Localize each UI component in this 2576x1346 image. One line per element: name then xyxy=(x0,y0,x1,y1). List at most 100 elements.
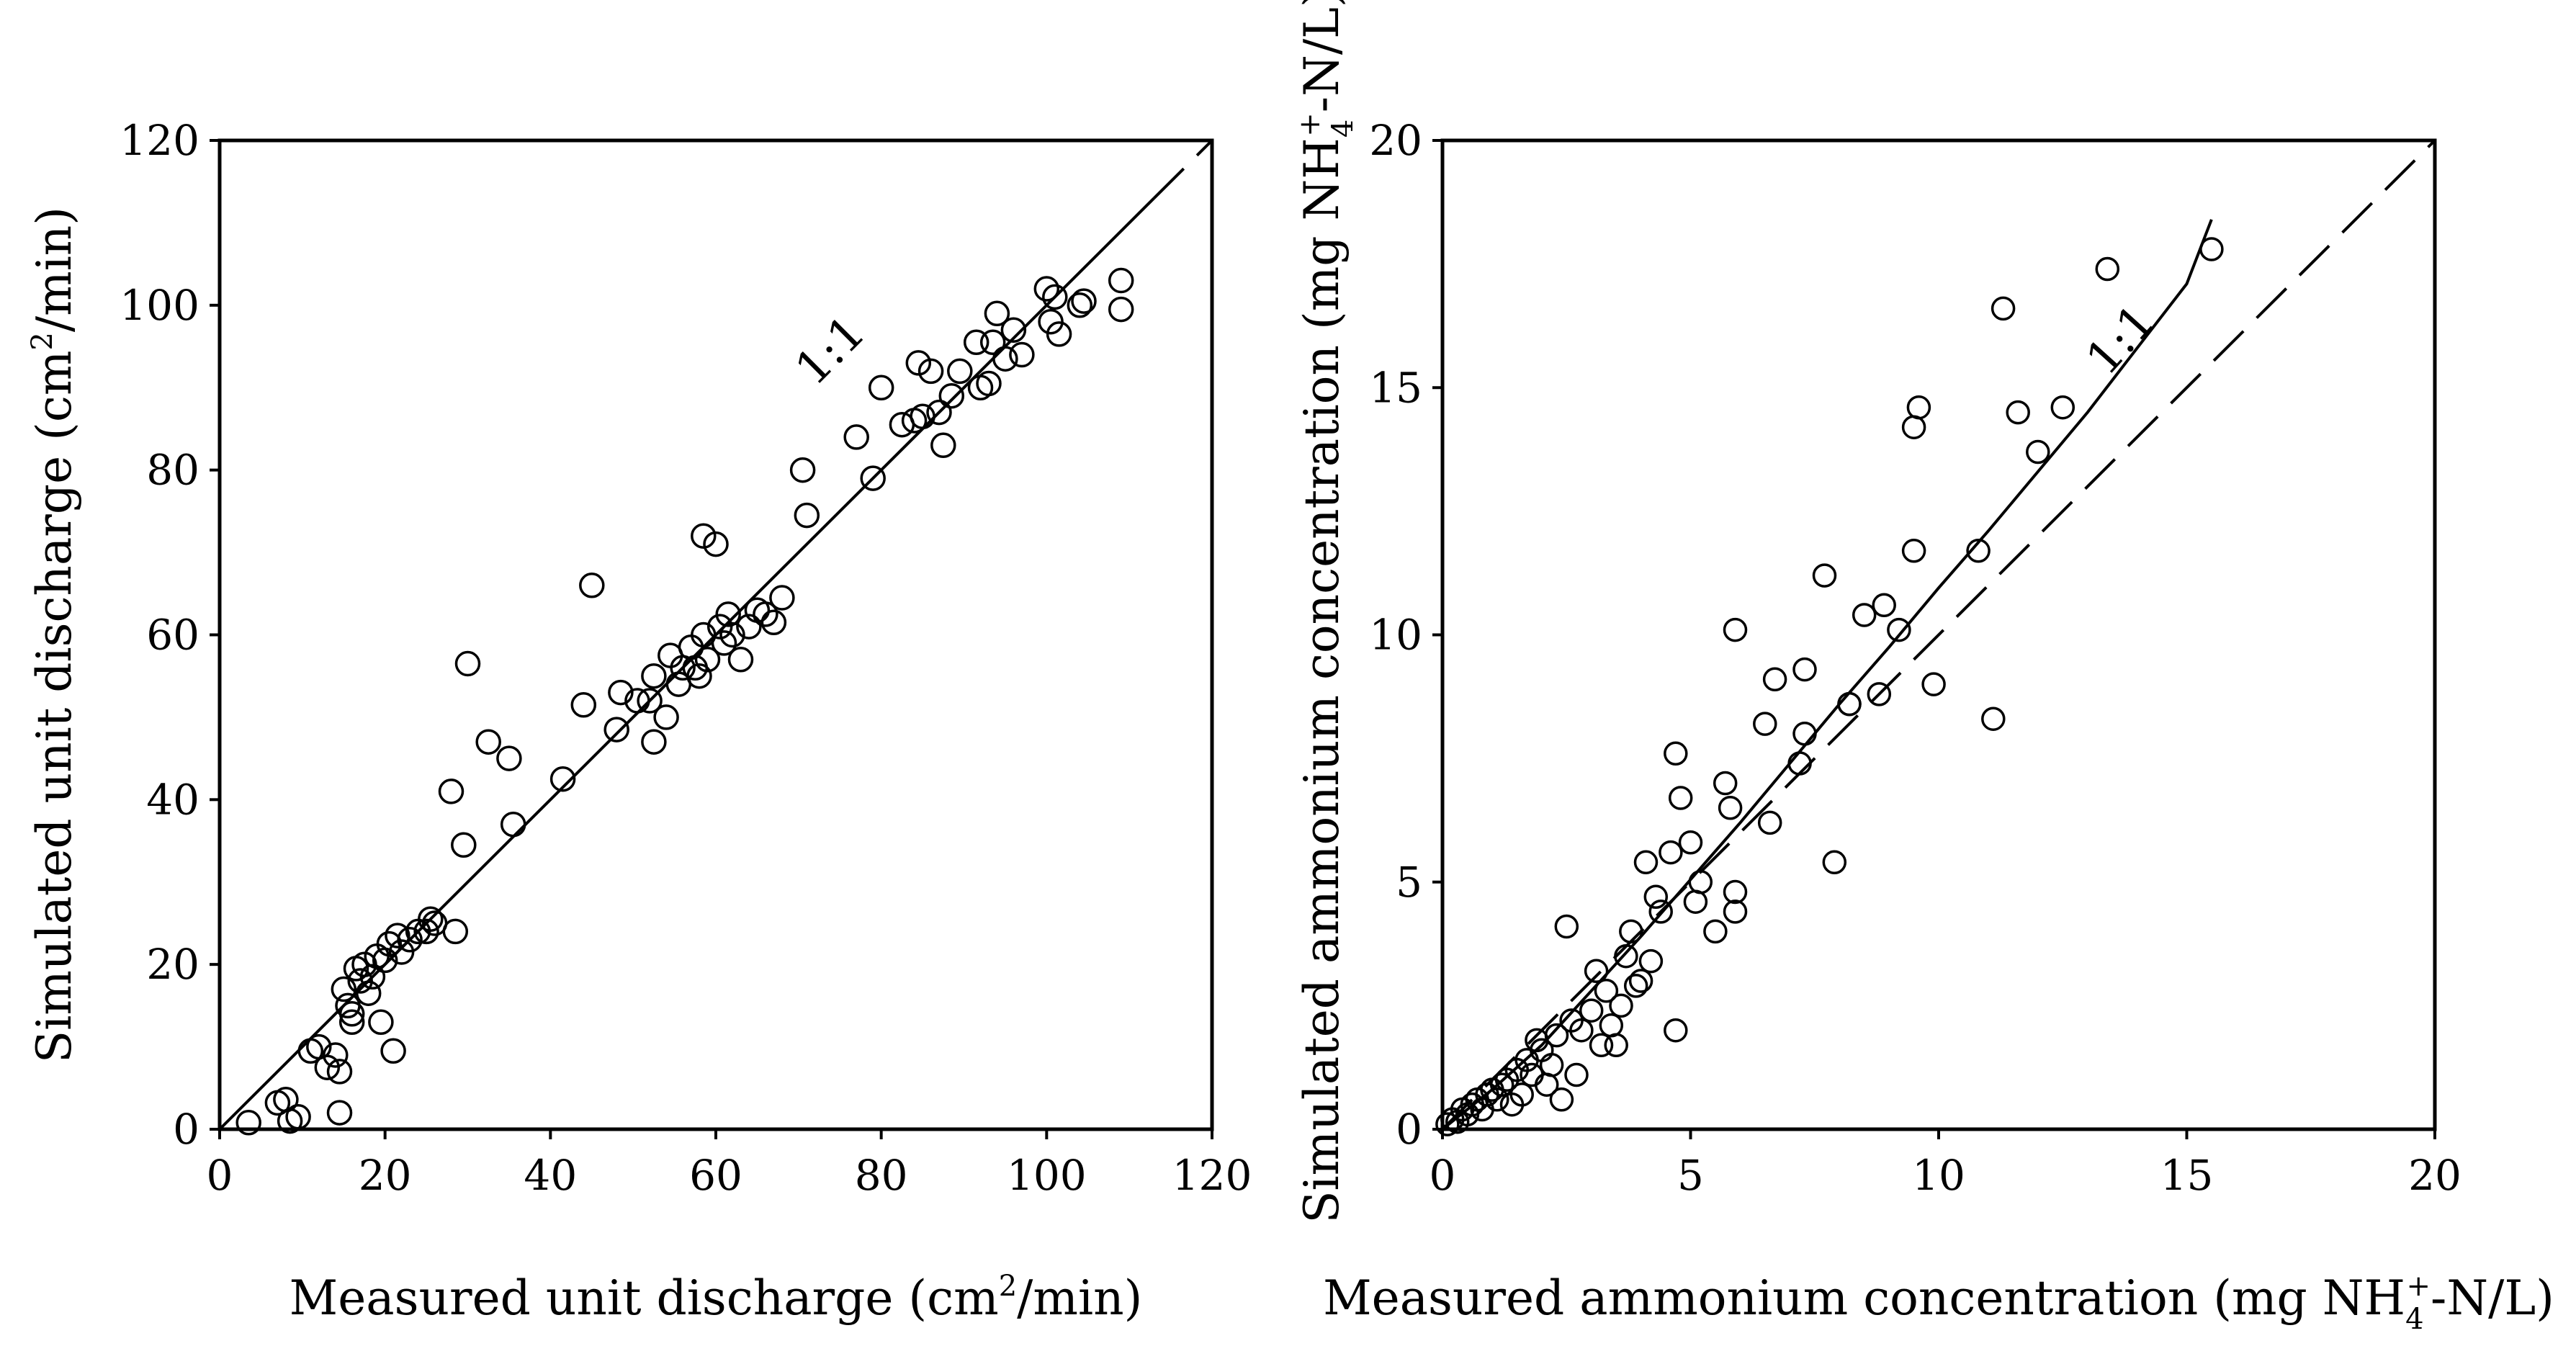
scatter-point xyxy=(1753,712,1777,736)
scatter-point xyxy=(2006,400,2030,425)
right-panel: 0 5 10 15 20 0 5 10 15 20 1:1 Measured ammonium c… xyxy=(1293,0,2554,1336)
y-tick-label: 10 xyxy=(1369,611,1422,660)
left-annotation-1to1: 1:1 xyxy=(786,305,876,395)
scatter-point xyxy=(438,779,465,804)
left-x-axis-label: Measured unit discharge (cm2/min) xyxy=(290,1270,1143,1326)
scatter-point xyxy=(1108,267,1134,294)
y-tick-label: 80 xyxy=(146,446,199,495)
scatter-point xyxy=(1569,1018,1594,1043)
scatter-point xyxy=(496,745,522,771)
scatter-point xyxy=(380,1038,406,1064)
scatter-point xyxy=(624,688,650,714)
scatter-point xyxy=(905,350,932,376)
scatter-point xyxy=(326,1059,353,1085)
scatter-point xyxy=(1723,617,1748,642)
scatter-point xyxy=(992,346,1018,372)
scatter-point xyxy=(1489,1072,1514,1097)
x-tick-label: 80 xyxy=(855,1151,908,1200)
left-line-one-to-one xyxy=(1153,139,1213,199)
scatter-point xyxy=(1033,276,1060,302)
x-tick-label: 0 xyxy=(207,1151,233,1200)
scatter-point xyxy=(368,1009,394,1036)
scatter-point xyxy=(789,457,816,483)
scatter-point xyxy=(938,382,965,409)
scatter-point xyxy=(1633,850,1659,875)
scatter-point xyxy=(706,614,733,640)
x-tick-label: 15 xyxy=(2160,1151,2214,1200)
scatter-point xyxy=(454,650,481,677)
scatter-point xyxy=(338,1001,365,1027)
scatter-point xyxy=(910,403,935,430)
scatter-point xyxy=(727,647,754,673)
scatter-point xyxy=(326,1100,353,1126)
scatter-point xyxy=(372,947,398,974)
y-tick-label: 20 xyxy=(146,940,199,989)
scatter-point xyxy=(678,634,704,660)
y-tick-label: 5 xyxy=(1396,858,1422,907)
scatter-point xyxy=(1703,919,1728,944)
scatter-point xyxy=(1713,771,1738,796)
scatter-point xyxy=(1852,603,1877,627)
scatter-point xyxy=(641,729,667,755)
scatter-point xyxy=(1584,959,1609,984)
scatter-point xyxy=(397,927,423,953)
y-tick-label: 20 xyxy=(1369,116,1422,165)
right-ticks: 0 5 10 15 20 0 5 10 15 20 xyxy=(1369,116,2461,1200)
scatter-point xyxy=(579,573,605,598)
scatter-point xyxy=(641,663,667,689)
scatter-point xyxy=(711,630,737,656)
scatter-point xyxy=(1614,943,1638,969)
x-tick-label: 20 xyxy=(2408,1151,2461,1200)
x-tick-label: 5 xyxy=(1677,1151,1704,1200)
scatter-point xyxy=(1549,1087,1574,1112)
scatter-point xyxy=(926,399,952,426)
scatter-point xyxy=(235,1110,261,1136)
scatter-point xyxy=(323,1042,349,1068)
scatter-point xyxy=(1659,840,1683,865)
scatter-point xyxy=(1887,617,1911,642)
scatter-point xyxy=(769,585,795,611)
scatter-point xyxy=(451,832,477,858)
scatter-point xyxy=(653,704,679,730)
scatter-point xyxy=(413,918,439,945)
scatter-point xyxy=(1579,998,1604,1023)
scatter-point xyxy=(1822,850,1847,875)
scatter-point xyxy=(388,939,415,965)
scatter-point xyxy=(917,358,944,385)
scatter-point xyxy=(1757,810,1782,835)
scatter-point xyxy=(976,370,1002,397)
scatter-point xyxy=(1628,969,1653,993)
scatter-point xyxy=(1648,899,1673,924)
scatter-point xyxy=(984,300,1010,327)
scatter-point xyxy=(570,692,597,718)
scatter-point xyxy=(273,1087,299,1113)
scatter-point xyxy=(1812,563,1837,588)
scatter-point xyxy=(1594,979,1619,1003)
scatter-point xyxy=(331,976,357,1002)
scatter-point xyxy=(947,358,973,385)
scatter-point xyxy=(1718,796,1743,820)
scatter-point xyxy=(1009,341,1035,368)
scatter-point xyxy=(715,601,741,627)
scatter-point xyxy=(1071,288,1097,314)
scatter-point xyxy=(1867,682,1892,706)
x-tick-label: 120 xyxy=(1172,1151,1252,1200)
scatter-point xyxy=(338,1009,365,1036)
scatter-point xyxy=(1609,993,1633,1018)
left-ticks: 0 20 40 60 80 100 120 0 20 40 60 80 100 120 xyxy=(120,116,1252,1200)
scatter-point xyxy=(1688,870,1713,894)
scatter-point xyxy=(1604,1033,1628,1058)
scatter-point xyxy=(385,923,410,948)
scatter-point xyxy=(314,1054,341,1080)
scatter-point xyxy=(753,601,778,627)
scatter-point xyxy=(347,968,373,994)
scatter-point xyxy=(549,766,576,792)
scatter-point xyxy=(1435,1112,1460,1136)
scatter-point xyxy=(1485,1087,1509,1112)
scatter-point xyxy=(1509,1082,1534,1107)
scatter-point xyxy=(1046,321,1072,347)
scatter-point xyxy=(1991,296,2016,321)
scatter-point xyxy=(1678,830,1703,855)
scatter-point xyxy=(608,679,634,706)
scatter-point xyxy=(1668,786,1693,810)
